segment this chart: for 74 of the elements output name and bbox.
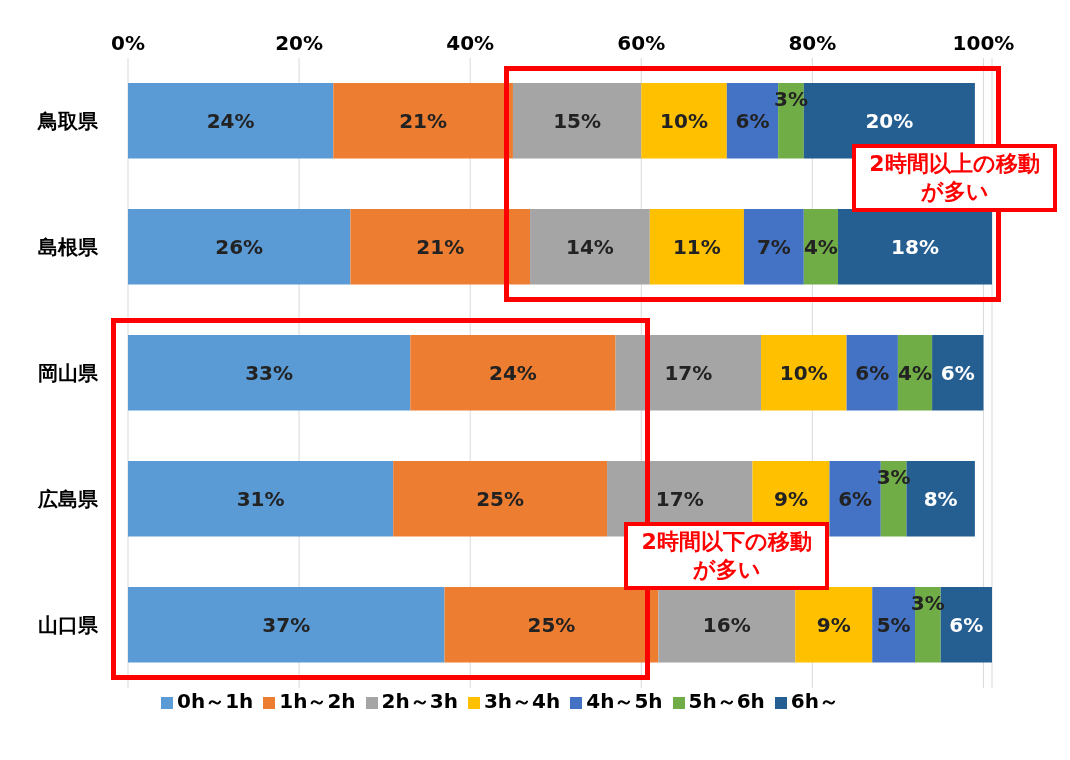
data-label: 16% xyxy=(702,612,751,637)
data-label: 9% xyxy=(773,486,808,511)
data-label: 6% xyxy=(838,486,873,511)
bar xyxy=(128,461,394,537)
data-label: 17% xyxy=(655,486,704,511)
data-label: 25% xyxy=(476,486,525,511)
data-label: 5% xyxy=(876,612,911,637)
legend-label: 3h～4h xyxy=(483,689,561,713)
x-tick-label: 100% xyxy=(952,31,1015,55)
x-tick-label: 0% xyxy=(111,31,145,55)
bar xyxy=(838,209,992,285)
annotation: 2時間以下の移動が多い xyxy=(624,522,830,590)
data-label: 31% xyxy=(236,486,285,511)
data-label: 14% xyxy=(566,234,614,259)
data-label: 15% xyxy=(553,108,602,133)
bar xyxy=(128,209,351,285)
data-label: 6% xyxy=(940,360,975,385)
bar xyxy=(350,209,531,285)
bar xyxy=(743,209,804,285)
y-tick-label: 鳥取県 xyxy=(37,109,99,134)
bar xyxy=(512,83,642,159)
data-label: 10% xyxy=(779,360,828,385)
x-tick-label: 80% xyxy=(788,31,837,55)
x-tick-label: 40% xyxy=(446,31,495,55)
data-label: 6% xyxy=(855,360,890,385)
bar xyxy=(649,209,744,285)
legend-label: 4h～5h xyxy=(586,689,663,713)
legend-label: 2h～3h xyxy=(381,689,458,713)
bar xyxy=(658,587,796,663)
data-label: 21% xyxy=(416,234,465,259)
data-label: 6% xyxy=(949,612,984,637)
y-tick-label: 山口県 xyxy=(38,613,99,638)
data-label: 8% xyxy=(923,486,958,511)
data-label: 18% xyxy=(891,234,939,259)
legend-label: 6h～ xyxy=(790,689,840,713)
bar xyxy=(128,587,445,663)
bar xyxy=(846,335,898,411)
data-label: 17% xyxy=(664,360,713,385)
data-label: 24% xyxy=(489,360,537,385)
y-tick-label: 広島県 xyxy=(37,487,99,512)
data-label: 11% xyxy=(672,234,721,259)
legend-label: 0h～1h xyxy=(176,689,254,713)
data-label: 24% xyxy=(206,108,255,133)
data-label: 6% xyxy=(735,108,770,133)
data-label: 20% xyxy=(865,108,914,133)
data-label: 7% xyxy=(756,234,791,259)
bar xyxy=(444,587,659,663)
bar xyxy=(333,83,513,159)
bar xyxy=(393,461,608,537)
data-label: 9% xyxy=(816,612,851,637)
data-label: 33% xyxy=(245,360,294,385)
bar xyxy=(410,335,616,411)
data-label: 4% xyxy=(898,360,932,385)
bar xyxy=(128,83,334,159)
bar xyxy=(761,335,847,411)
bar xyxy=(795,587,873,663)
bar xyxy=(530,209,650,285)
y-tick-label: 島根県 xyxy=(38,235,99,260)
bar xyxy=(641,83,727,159)
x-tick-label: 60% xyxy=(617,31,666,55)
annotation: 2時間以上の移動が多い xyxy=(852,144,1057,212)
y-tick-label: 岡山県 xyxy=(38,361,99,386)
legend-label: 5h～6h xyxy=(688,689,765,713)
data-label: 10% xyxy=(660,108,708,133)
bar xyxy=(128,335,411,411)
data-label: 37% xyxy=(262,612,311,637)
bar xyxy=(932,335,984,411)
data-label: 21% xyxy=(399,108,448,133)
legend-label: 1h～2h xyxy=(279,689,356,713)
x-tick-label: 20% xyxy=(275,31,324,55)
bar xyxy=(615,335,762,411)
data-label: 4% xyxy=(803,234,838,259)
data-label: 25% xyxy=(527,612,576,637)
data-label: 26% xyxy=(215,234,264,259)
